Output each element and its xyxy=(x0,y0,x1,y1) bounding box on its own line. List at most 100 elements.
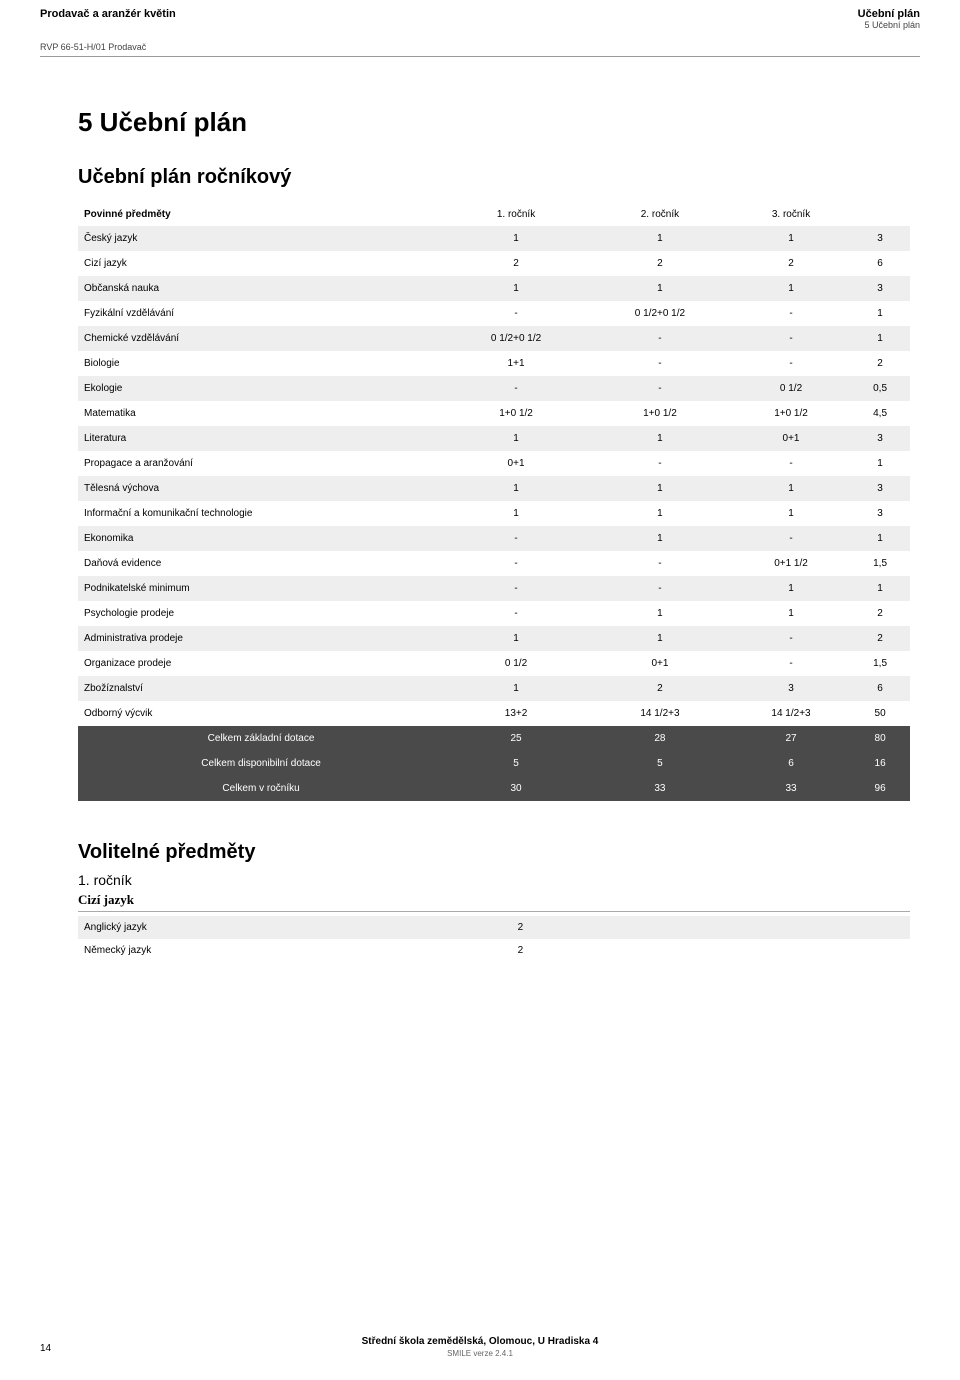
table-row: Daňová evidence--0+1 1/21,5 xyxy=(78,551,910,576)
table-row: Odborný výcvik13+214 1/2+314 1/2+350 xyxy=(78,701,910,726)
cell: 1 xyxy=(588,426,732,451)
row-label: Cizí jazyk xyxy=(78,251,444,276)
optional-table: Anglický jazyk2Německý jazyk2 xyxy=(78,916,910,962)
cell: 1 xyxy=(732,476,850,501)
row-label: Chemické vzdělávání xyxy=(78,326,444,351)
section-title: Učební plán ročníkový xyxy=(78,166,910,189)
row-label: Informační a komunikační technologie xyxy=(78,501,444,526)
cell: 0+1 xyxy=(732,426,850,451)
table-row: Český jazyk1113 xyxy=(78,226,910,251)
cell: - xyxy=(444,376,588,401)
cell: 2 xyxy=(444,251,588,276)
cell: 50 xyxy=(850,701,910,726)
totals-cell: 30 xyxy=(444,776,588,801)
header-right-sub: 5 Učební plán xyxy=(858,20,920,30)
table-row: Informační a komunikační technologie1113 xyxy=(78,501,910,526)
optional-row-value: 2 xyxy=(444,916,597,939)
totals-label: Celkem v ročníku xyxy=(78,776,444,801)
cell: - xyxy=(444,301,588,326)
cell: - xyxy=(588,551,732,576)
cell: 3 xyxy=(732,676,850,701)
cell: 0 1/2+0 1/2 xyxy=(588,301,732,326)
cell: 1 xyxy=(732,601,850,626)
row-label: Tělesná výchova xyxy=(78,476,444,501)
cell: 3 xyxy=(850,426,910,451)
totals-cell: 33 xyxy=(732,776,850,801)
cell: 1 xyxy=(588,226,732,251)
table-row: Cizí jazyk2226 xyxy=(78,251,910,276)
table-row: Občanská nauka1113 xyxy=(78,276,910,301)
content: 5 Učební plán Učební plán ročníkový Povi… xyxy=(40,107,920,962)
cell: 1+1 xyxy=(444,351,588,376)
col-header: 2. ročník xyxy=(588,203,732,226)
cell: 14 1/2+3 xyxy=(588,701,732,726)
page-number: 14 xyxy=(40,1343,51,1354)
cell: - xyxy=(732,301,850,326)
optional-row: Německý jazyk2 xyxy=(78,939,910,962)
cell: 1 xyxy=(732,501,850,526)
cell: - xyxy=(588,326,732,351)
totals-row: Celkem v ročníku30333396 xyxy=(78,776,910,801)
cell: 1 xyxy=(444,226,588,251)
totals-cell: 6 xyxy=(732,751,850,776)
cell: 1 xyxy=(588,276,732,301)
cell: - xyxy=(444,601,588,626)
page: Prodavač a aranžér květin Učební plán 5 … xyxy=(0,0,960,962)
cell: 14 1/2+3 xyxy=(732,701,850,726)
document-header: Prodavač a aranžér květin Učební plán 5 … xyxy=(40,8,920,30)
table-row: Literatura110+13 xyxy=(78,426,910,451)
footer: 14 Střední škola zemědělská, Olomouc, U … xyxy=(40,1336,920,1358)
header-left: Prodavač a aranžér květin xyxy=(40,8,176,20)
row-label: Daňová evidence xyxy=(78,551,444,576)
cell: 2 xyxy=(850,351,910,376)
row-label: Český jazyk xyxy=(78,226,444,251)
spacer-cell xyxy=(597,916,701,939)
cell: 1+0 1/2 xyxy=(444,401,588,426)
table-row: Ekonomika-1-1 xyxy=(78,526,910,551)
table-row: Propagace a aranžování0+1--1 xyxy=(78,451,910,476)
cell: 0+1 xyxy=(588,651,732,676)
spacer-cell xyxy=(701,916,805,939)
cell: - xyxy=(588,576,732,601)
cell: - xyxy=(732,351,850,376)
cell: 1 xyxy=(732,576,850,601)
cell: 1 xyxy=(850,326,910,351)
totals-row: Celkem základní dotace25282780 xyxy=(78,726,910,751)
optional-row-label: Anglický jazyk xyxy=(78,916,444,939)
totals-cell: 28 xyxy=(588,726,732,751)
col-header xyxy=(850,203,910,226)
totals-cell: 27 xyxy=(732,726,850,751)
table-row: Chemické vzdělávání0 1/2+0 1/2--1 xyxy=(78,326,910,351)
totals-cell: 33 xyxy=(588,776,732,801)
row-label: Psychologie prodeje xyxy=(78,601,444,626)
cell: - xyxy=(588,376,732,401)
cell: 1 xyxy=(850,576,910,601)
row-label: Literatura xyxy=(78,426,444,451)
cell: 1 xyxy=(588,626,732,651)
totals-cell: 5 xyxy=(588,751,732,776)
cell: 0+1 xyxy=(444,451,588,476)
cell: 2 xyxy=(732,251,850,276)
cell: 1+0 1/2 xyxy=(732,401,850,426)
cell: 0+1 1/2 xyxy=(732,551,850,576)
row-label: Organizace prodeje xyxy=(78,651,444,676)
cell: - xyxy=(444,551,588,576)
cell: - xyxy=(444,526,588,551)
optional-row-value: 2 xyxy=(444,939,597,962)
header-right: Učební plán 5 Učební plán xyxy=(858,8,920,30)
cell: 1+0 1/2 xyxy=(588,401,732,426)
row-label: Fyzikální vzdělávání xyxy=(78,301,444,326)
totals-cell: 80 xyxy=(850,726,910,751)
optional-row: Anglický jazyk2 xyxy=(78,916,910,939)
row-label: Ekonomika xyxy=(78,526,444,551)
totals-label: Celkem disponibilní dotace xyxy=(78,751,444,776)
table-row: Tělesná výchova1113 xyxy=(78,476,910,501)
spacer-cell xyxy=(701,939,805,962)
cell: 3 xyxy=(850,476,910,501)
spacer-cell xyxy=(597,939,701,962)
cell: 6 xyxy=(850,676,910,701)
col-header: 3. ročník xyxy=(732,203,850,226)
table-row: Psychologie prodeje-112 xyxy=(78,601,910,626)
table-row: Fyzikální vzdělávání-0 1/2+0 1/2-1 xyxy=(78,301,910,326)
table-row: Administrativa prodeje11-2 xyxy=(78,626,910,651)
